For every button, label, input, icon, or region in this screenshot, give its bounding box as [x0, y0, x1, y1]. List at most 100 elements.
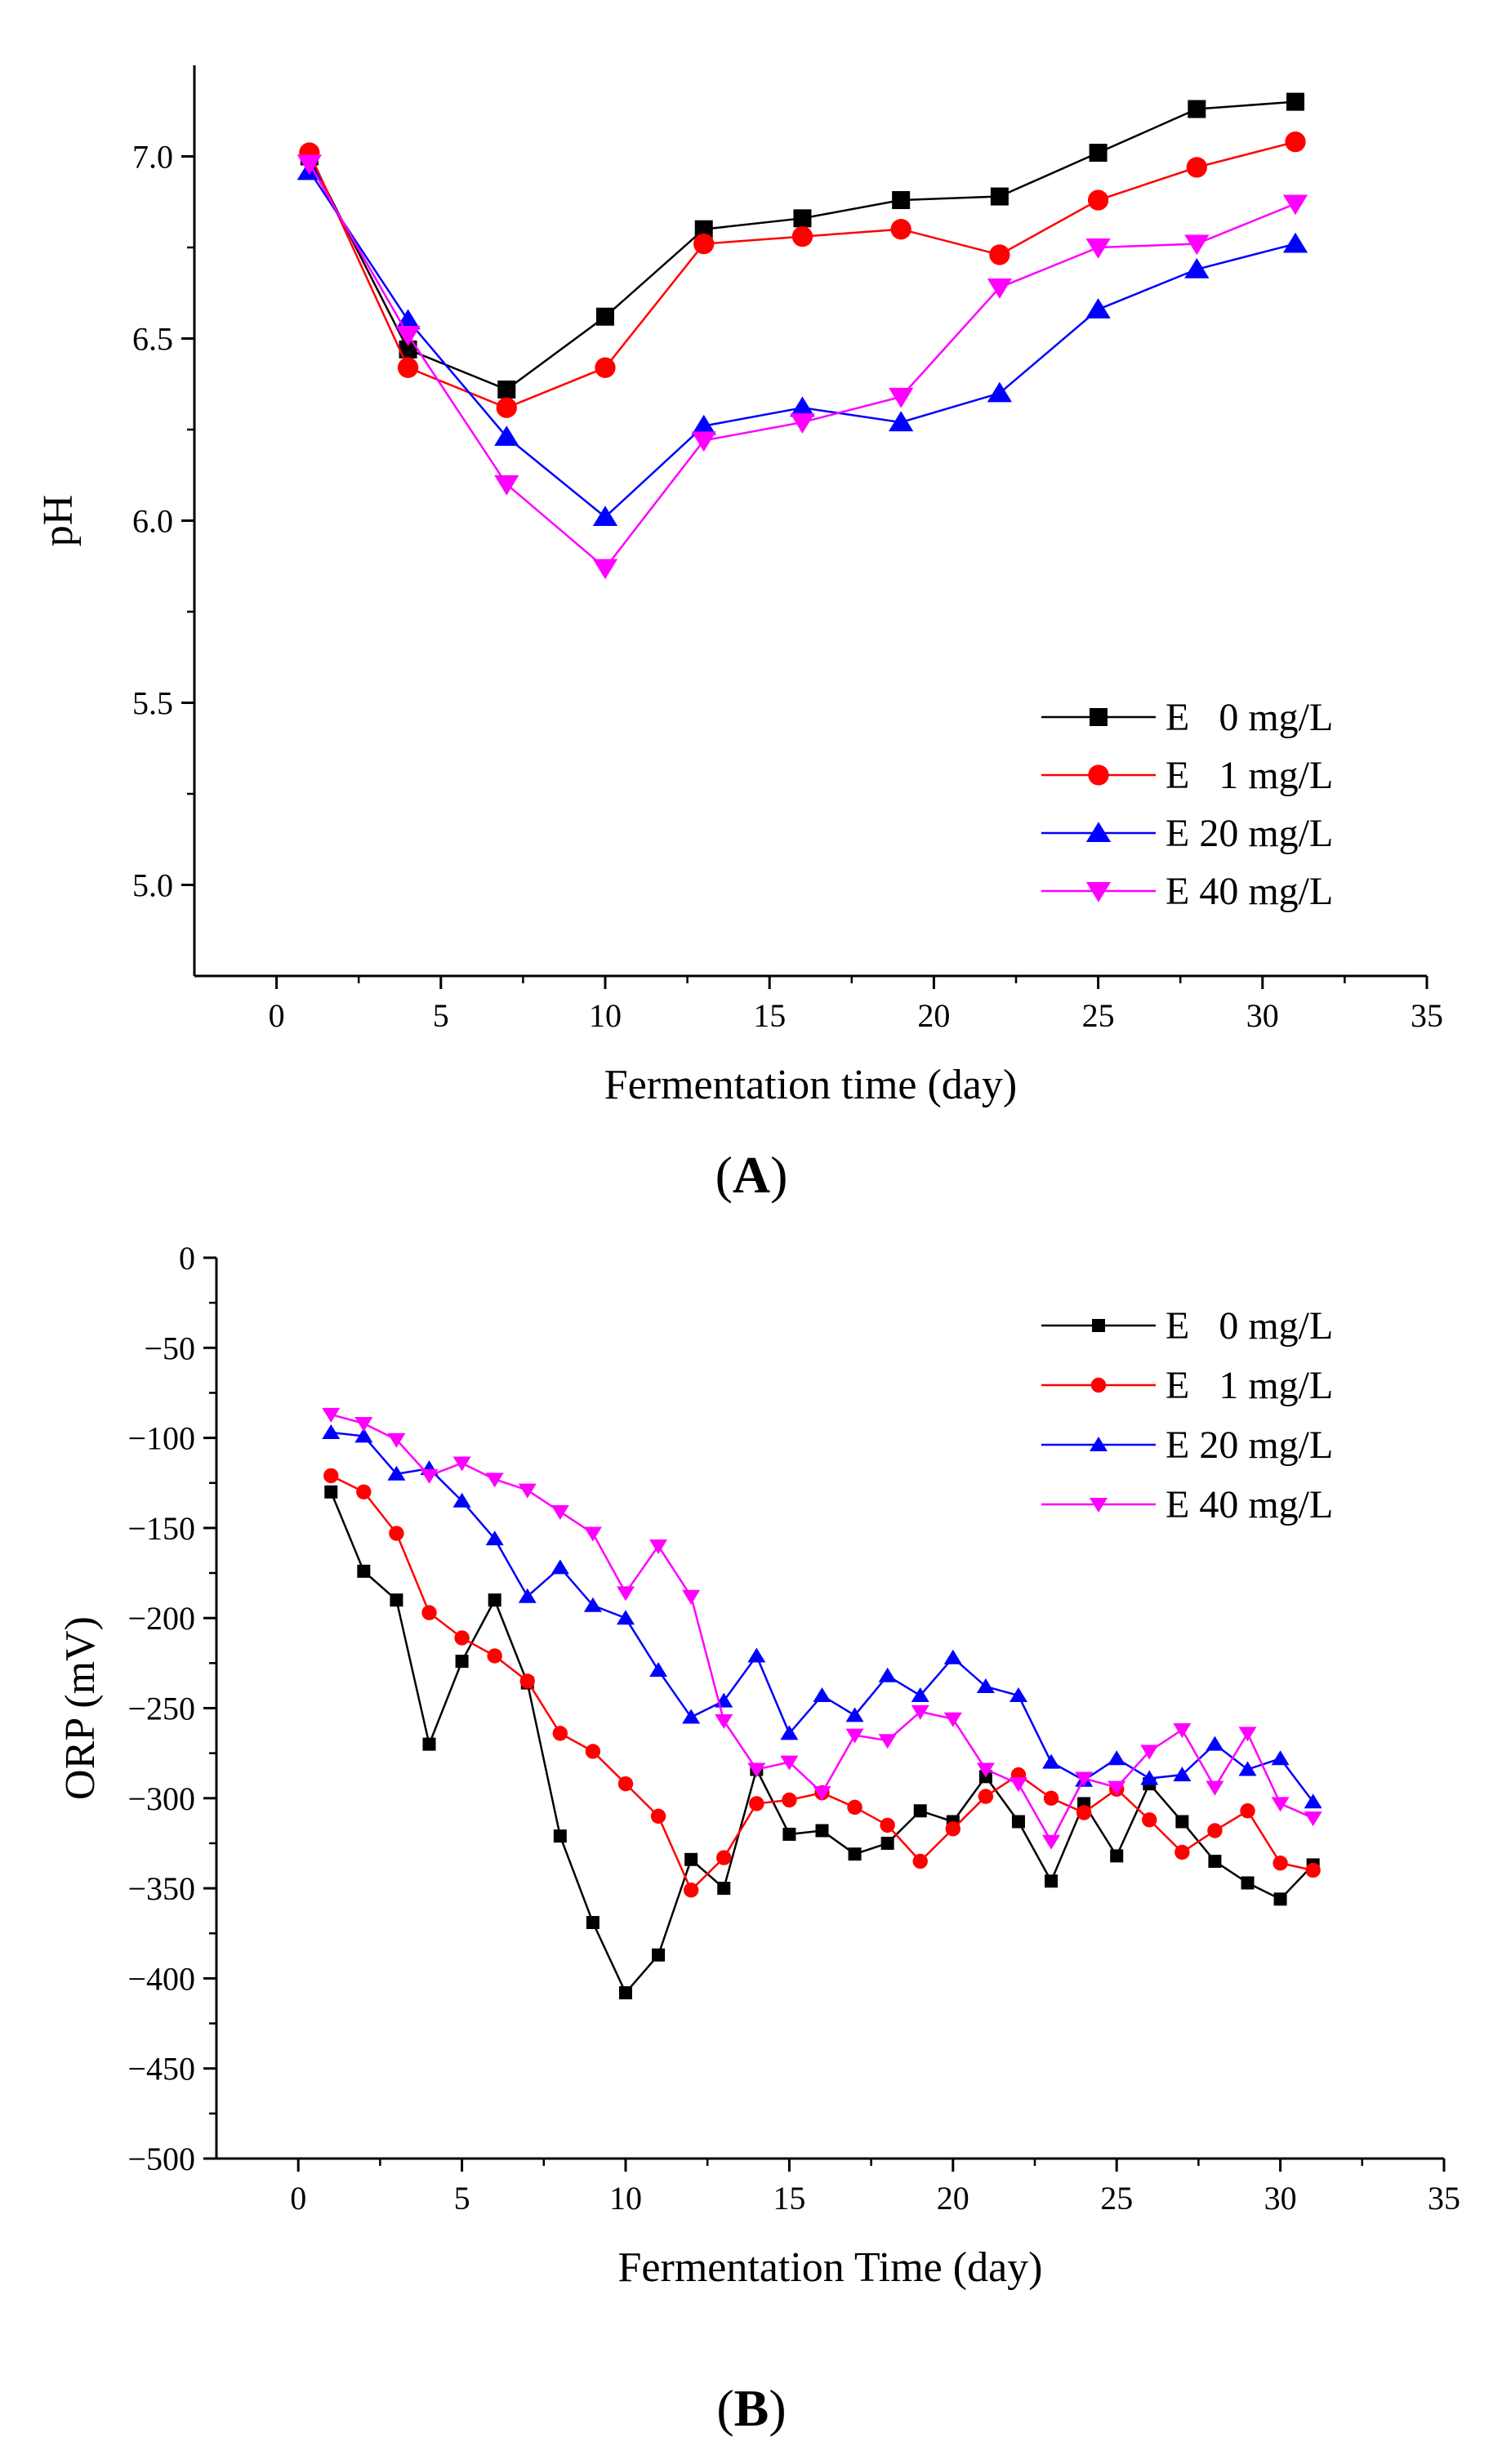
orp-data-point: [1272, 1856, 1288, 1871]
ph-series-line: [308, 140, 1296, 409]
orp-data-point: [780, 1755, 799, 1771]
orp-data-point: [1142, 1812, 1157, 1828]
orp-data-point: [487, 1648, 502, 1664]
ph-data-point: [1089, 144, 1108, 163]
orp-chart: 0 5 10 15 20 25 30 35−500−450−400−350−300−250−2…: [57, 1240, 1460, 2437]
orp-x-axis-title: Fermentation Time (day): [618, 2244, 1043, 2291]
orp-series-0: [324, 1485, 1320, 2000]
orp-data-point: [649, 1539, 668, 1554]
orp-data-point: [519, 1673, 535, 1689]
orp-data-point: [845, 1707, 864, 1722]
orp-data-point: [1175, 1815, 1189, 1829]
ph-data-point: [1282, 194, 1308, 216]
orp-data-point: [1305, 1862, 1321, 1878]
orp-data-point: [943, 1712, 962, 1727]
ph-data-point: [990, 187, 1009, 206]
orp-data-point: [1273, 1892, 1287, 1906]
orp-data-point: [389, 1526, 404, 1541]
orp-legend-marker: [1090, 1498, 1108, 1513]
ph-data-point: [1186, 157, 1207, 178]
ph-data-point: [596, 307, 614, 326]
ph-data-point: [892, 191, 911, 210]
orp-x-tick-label: 15: [773, 2180, 805, 2217]
orp-data-point: [586, 1916, 599, 1930]
orp-data-point: [782, 1827, 796, 1841]
orp-data-point: [1304, 1811, 1322, 1827]
ph-series-3: [296, 154, 1308, 580]
orp-data-point: [780, 1725, 799, 1740]
orp-x-tick-label: 0: [290, 2180, 306, 2217]
orp-chart-panel: 0 5 10 15 20 25 30 35 −500 −450 −400 −350 −300 −250 −2…: [0, 1225, 1502, 2464]
orp-data-point: [488, 1593, 501, 1607]
ph-series-0: [300, 92, 1305, 399]
orp-data-point: [878, 1667, 897, 1682]
orp-series-3: [322, 1407, 1322, 1850]
ph-data-point: [691, 431, 716, 452]
orp-data-point: [485, 1531, 504, 1546]
orp-data-point: [683, 1883, 699, 1898]
orp-data-point: [911, 1704, 929, 1720]
ph-data-point: [987, 381, 1013, 403]
orp-data-point: [847, 1799, 862, 1816]
orp-data-point: [782, 1792, 797, 1808]
ph-data-point: [1188, 100, 1206, 118]
orp-data-point: [324, 1485, 338, 1499]
ph-data-point: [889, 411, 914, 432]
orp-data-point: [715, 1713, 733, 1729]
orp-data-point: [452, 1492, 471, 1508]
orp-data-point: [815, 1824, 829, 1838]
orp-data-point: [619, 1986, 632, 2000]
ph-legend-label: E 40 mg/L: [1165, 870, 1333, 913]
ph-y-tick-label: 6.5: [132, 321, 173, 358]
ph-series-1: [299, 131, 1306, 418]
orp-data-point: [1042, 1753, 1061, 1769]
ph-chart: 0 5 10 15 20 25 30 35 5.0 5.5 6.0 6.5 7.0 Fermentatio…: [35, 65, 1443, 1204]
orp-series-1: [323, 1468, 1321, 1898]
orp-data-point: [1009, 1687, 1027, 1703]
orp-data-point: [354, 1416, 373, 1432]
ph-x-tick-label: 5: [433, 997, 449, 1034]
orp-data-point: [649, 1662, 668, 1678]
ph-x-tick-label: 15: [753, 997, 786, 1034]
ph-y-tick-label: 6.0: [132, 503, 173, 540]
ph-legend-label: E 1 mg/L: [1165, 754, 1333, 797]
orp-data-point: [911, 1687, 929, 1703]
ph-legend-label: E 20 mg/L: [1165, 812, 1333, 855]
orp-legend-marker: [1092, 1319, 1105, 1332]
orp-data-point: [848, 1847, 862, 1861]
ph-x-tick-label: 0: [269, 997, 285, 1034]
orp-data-point: [1110, 1849, 1124, 1863]
orp-data-point: [617, 1586, 635, 1602]
orp-data-point: [1045, 1874, 1059, 1888]
orp-data-point: [1271, 1750, 1290, 1766]
ph-data-point: [296, 154, 322, 176]
orp-data-point: [1207, 1823, 1223, 1838]
orp-data-point: [912, 1853, 928, 1869]
orp-data-point: [1009, 1777, 1027, 1793]
ph-data-point: [1184, 258, 1210, 278]
ph-data-point: [1184, 234, 1210, 256]
orp-data-point: [617, 1776, 634, 1792]
orp-data-point: [1042, 1834, 1061, 1850]
orp-data-point: [976, 1762, 995, 1778]
orp-data-point: [518, 1588, 537, 1603]
ph-data-point: [496, 397, 517, 418]
orp-x-tick-label: 10: [609, 2180, 642, 2217]
ph-data-point: [395, 326, 421, 346]
orp-data-point: [518, 1483, 537, 1499]
ph-y-axis-title: pH: [35, 495, 82, 547]
ph-x-tick-label: 30: [1246, 997, 1279, 1034]
orp-data-point: [322, 1407, 341, 1423]
orp-data-point: [1108, 1780, 1126, 1796]
orp-data-point: [976, 1678, 995, 1694]
orp-data-point: [716, 1850, 732, 1865]
orp-data-point: [1108, 1750, 1126, 1766]
orp-data-point: [747, 1647, 766, 1663]
orp-data-point: [420, 1468, 439, 1484]
orp-legend-label: E 1 mg/L: [1165, 1364, 1333, 1407]
orp-data-point: [583, 1526, 602, 1542]
orp-data-point: [1043, 1790, 1059, 1806]
ph-y-tick-label: 5.0: [132, 867, 173, 904]
orp-data-point: [1140, 1744, 1159, 1760]
orp-data-point: [550, 1559, 569, 1575]
